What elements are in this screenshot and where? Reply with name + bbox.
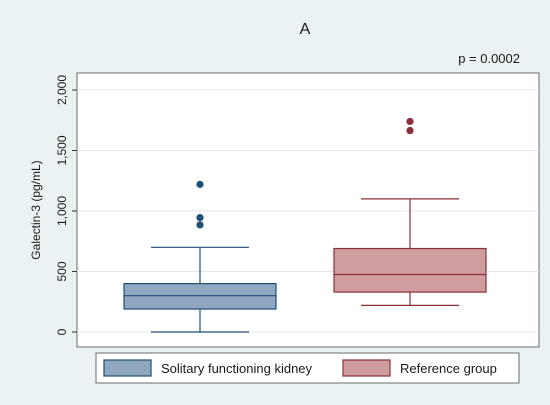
chart-title: A [300, 21, 311, 38]
box-group [333, 117, 487, 306]
legend-swatch [103, 359, 152, 377]
y-axis: 0 500 1,000 1,500 2,000 [55, 75, 77, 335]
y-tick-label: 1,500 [55, 135, 69, 165]
legend-label: Solitary functioning kidney [161, 361, 313, 376]
y-tick-label: 0 [55, 328, 69, 335]
y-axis-label: Galectin-3 (pg/mL) [29, 160, 43, 259]
legend-label: Reference group [400, 361, 497, 376]
legend [95, 352, 520, 384]
outlier-point [196, 221, 204, 229]
boxes [123, 117, 487, 333]
y-tick-label: 500 [55, 261, 69, 281]
box-group [123, 180, 277, 333]
legend-swatch [342, 359, 391, 377]
outlier-point [406, 117, 414, 126]
y-tick-label: 1,000 [55, 196, 69, 226]
box-iqr [333, 247, 487, 293]
box-iqr [123, 283, 277, 310]
legend-items: Solitary functioning kidney Reference gro… [103, 359, 497, 377]
p-value-annotation: p = 0.0002 [458, 51, 520, 66]
outlier-point [406, 126, 414, 135]
outlier-point [196, 214, 204, 222]
outlier-point [196, 180, 204, 188]
y-tick-label: 2,000 [55, 75, 69, 105]
